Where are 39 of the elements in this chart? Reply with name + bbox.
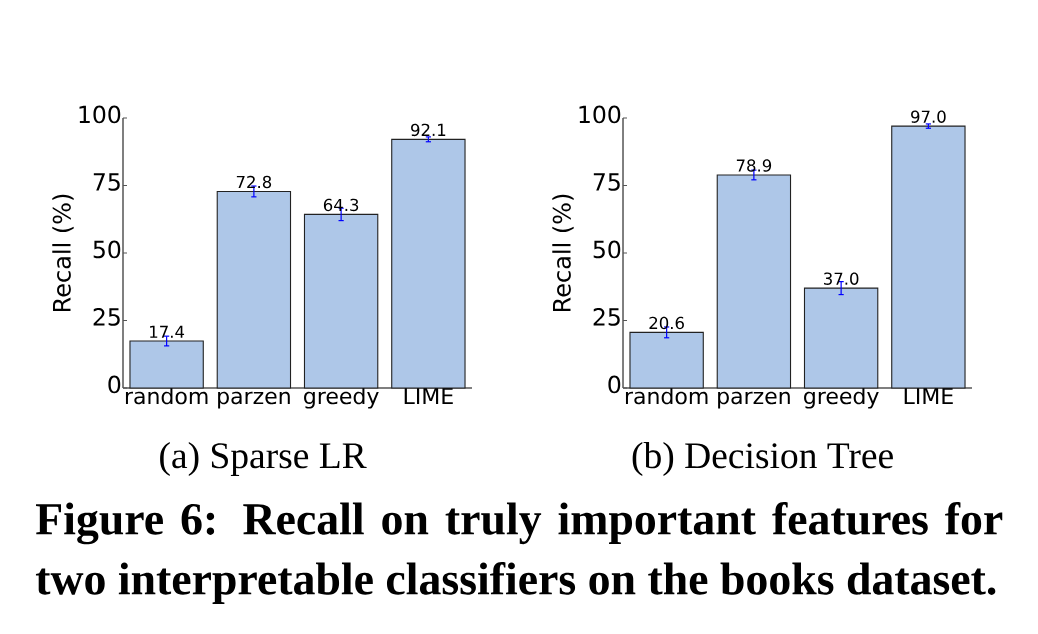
y-tick-label: 100 — [579, 105, 621, 124]
text: (a) Sparse LR — [160, 441, 367, 476]
data-label: 97.0 — [911, 110, 946, 123]
bar — [391, 138, 466, 389]
y-tick-label: 0 — [608, 375, 621, 394]
y-tick-label: 75 — [593, 173, 620, 191]
x-tick-label: random — [125, 387, 208, 405]
data-label: 37.0 — [824, 272, 859, 285]
y-tick-label: 75 — [93, 173, 120, 191]
bar — [716, 174, 792, 389]
y-tick-label: 50 — [93, 240, 121, 259]
bar — [803, 287, 879, 389]
y-tick-label: 0 — [108, 375, 121, 394]
x-tick-label: greedy — [804, 387, 879, 409]
bar — [629, 331, 704, 389]
x-tick-label: LIME — [904, 387, 953, 404]
x-tick-label: parzen — [218, 391, 290, 409]
data-label: 92.1 — [411, 123, 446, 137]
x-tick-label: greedy — [304, 387, 379, 409]
data-label: 17.4 — [150, 325, 185, 338]
bar — [303, 213, 379, 389]
bar — [129, 340, 204, 389]
data-label: 64.3 — [323, 198, 359, 212]
bar — [216, 190, 292, 389]
data-label: 20.6 — [649, 316, 684, 330]
y-tick-label: 25 — [593, 308, 620, 326]
y-axis-title: Recall (%) — [552, 194, 574, 312]
x-tick-label: LIME — [404, 387, 453, 404]
y-tick-label: 25 — [93, 308, 120, 326]
y-tick-label: 100 — [79, 105, 121, 124]
x-tick-label: random — [625, 387, 708, 405]
y-axis-title: Recall (%) — [52, 194, 74, 312]
y-tick-label: 50 — [593, 240, 621, 259]
caption: Figure 6: Recall on truly important features for two interpretable classifiers on the books dataset. — [35, 501, 1003, 604]
data-label: 78.9 — [736, 159, 772, 172]
x-tick-label: parzen — [718, 391, 790, 409]
data-label: 72.8 — [236, 175, 272, 189]
text: (b) Decision Tree — [632, 441, 893, 476]
bar — [891, 125, 966, 389]
